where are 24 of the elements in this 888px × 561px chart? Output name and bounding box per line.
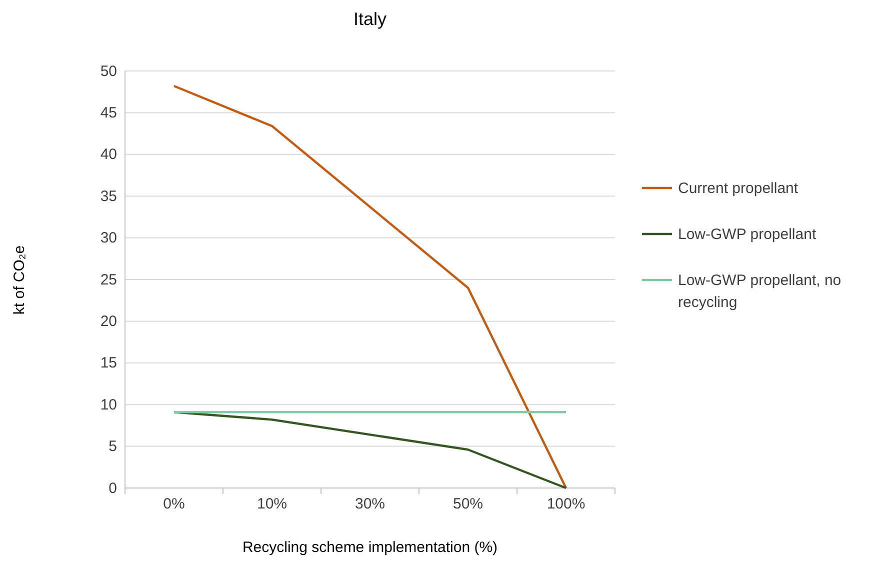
line-series bbox=[172, 84, 568, 490]
legend-label: Low-GWP propellant, no recycling bbox=[678, 272, 842, 311]
y-tick-label: 10 bbox=[100, 396, 117, 414]
y-tick-label: 50 bbox=[100, 62, 117, 80]
x-tick-label: 0% bbox=[163, 496, 185, 513]
y-tick-label: 45 bbox=[100, 104, 117, 122]
y-tick-label: 30 bbox=[100, 230, 117, 247]
y-tick-label: 25 bbox=[100, 271, 117, 288]
x-tick-label: 100% bbox=[546, 496, 586, 513]
legend-label: Low-GWP propellant bbox=[678, 226, 817, 243]
x-tick-label: 30% bbox=[354, 496, 386, 513]
line-series bbox=[172, 410, 568, 490]
y-tick-label: 40 bbox=[100, 146, 117, 164]
y-tick-label: 15 bbox=[100, 354, 117, 372]
y-tick-label: 20 bbox=[100, 313, 117, 330]
x-tick-label: 10% bbox=[256, 496, 288, 513]
y-tick-label: 0 bbox=[108, 480, 117, 497]
x-tick-label: 50% bbox=[452, 496, 484, 513]
legend-label: Current propellant bbox=[678, 180, 799, 197]
chart-title: Italy bbox=[353, 9, 387, 29]
x-axis-title: Recycling scheme implementation (%) bbox=[242, 539, 498, 556]
y-tick-label: 35 bbox=[100, 188, 117, 205]
y-axis-title: kt of CO₂e bbox=[11, 245, 28, 315]
y-tick-label: 5 bbox=[108, 438, 117, 456]
